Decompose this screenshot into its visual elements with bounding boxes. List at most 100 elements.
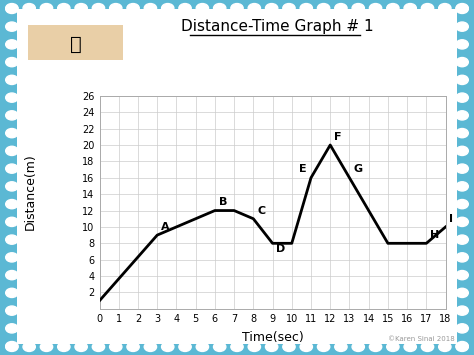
Circle shape	[40, 4, 53, 13]
Circle shape	[231, 342, 243, 351]
Circle shape	[369, 342, 382, 351]
Text: E: E	[300, 164, 307, 175]
Text: I: I	[449, 214, 454, 224]
Circle shape	[387, 4, 399, 13]
Circle shape	[456, 146, 468, 155]
Circle shape	[456, 75, 468, 84]
Circle shape	[283, 4, 295, 13]
Circle shape	[23, 342, 36, 351]
Circle shape	[40, 342, 53, 351]
Circle shape	[248, 4, 261, 13]
Circle shape	[369, 4, 382, 13]
Circle shape	[456, 4, 468, 13]
Circle shape	[438, 342, 451, 351]
Circle shape	[6, 271, 18, 280]
Circle shape	[456, 182, 468, 191]
Circle shape	[300, 342, 312, 351]
Text: G: G	[353, 164, 363, 175]
Circle shape	[6, 200, 18, 209]
Circle shape	[6, 111, 18, 120]
Circle shape	[438, 4, 451, 13]
Circle shape	[6, 342, 18, 351]
X-axis label: Time(sec): Time(sec)	[242, 331, 303, 344]
Circle shape	[162, 342, 174, 351]
Circle shape	[387, 342, 399, 351]
Circle shape	[6, 342, 18, 351]
Circle shape	[335, 342, 347, 351]
Text: H: H	[430, 230, 439, 240]
Circle shape	[318, 342, 330, 351]
Circle shape	[456, 217, 468, 226]
Circle shape	[421, 342, 434, 351]
Circle shape	[421, 4, 434, 13]
Circle shape	[6, 164, 18, 173]
Circle shape	[456, 253, 468, 262]
Circle shape	[6, 324, 18, 333]
Circle shape	[456, 288, 468, 297]
Circle shape	[92, 4, 105, 13]
Circle shape	[213, 342, 226, 351]
Circle shape	[58, 342, 70, 351]
Circle shape	[456, 129, 468, 138]
Circle shape	[456, 111, 468, 120]
Circle shape	[6, 22, 18, 31]
Circle shape	[404, 4, 416, 13]
Circle shape	[318, 4, 330, 13]
Circle shape	[127, 342, 139, 351]
Text: D: D	[276, 244, 286, 254]
FancyBboxPatch shape	[17, 9, 457, 344]
Circle shape	[456, 306, 468, 315]
Circle shape	[456, 342, 468, 351]
Circle shape	[92, 342, 105, 351]
Circle shape	[162, 4, 174, 13]
Circle shape	[404, 342, 416, 351]
Text: Distance(m): Distance(m)	[23, 153, 36, 230]
Circle shape	[456, 22, 468, 31]
Circle shape	[352, 4, 365, 13]
Text: 🐆: 🐆	[70, 35, 82, 54]
Circle shape	[213, 4, 226, 13]
Circle shape	[6, 40, 18, 49]
Circle shape	[456, 4, 468, 13]
Circle shape	[456, 235, 468, 244]
Circle shape	[456, 164, 468, 173]
Text: A: A	[161, 222, 170, 232]
Circle shape	[144, 342, 156, 351]
Circle shape	[6, 58, 18, 67]
Circle shape	[6, 288, 18, 297]
Circle shape	[6, 4, 18, 13]
Circle shape	[248, 342, 261, 351]
Circle shape	[58, 4, 70, 13]
Circle shape	[300, 4, 312, 13]
Circle shape	[196, 342, 209, 351]
Circle shape	[144, 4, 156, 13]
Circle shape	[6, 306, 18, 315]
Circle shape	[6, 253, 18, 262]
Circle shape	[456, 58, 468, 67]
Circle shape	[265, 342, 278, 351]
Circle shape	[6, 4, 18, 13]
Text: F: F	[334, 132, 342, 142]
Circle shape	[75, 342, 87, 351]
Circle shape	[456, 40, 468, 49]
Circle shape	[231, 4, 243, 13]
Circle shape	[75, 4, 87, 13]
Circle shape	[6, 146, 18, 155]
Circle shape	[179, 4, 191, 13]
Circle shape	[335, 4, 347, 13]
Circle shape	[352, 342, 365, 351]
Circle shape	[196, 4, 209, 13]
Circle shape	[6, 75, 18, 84]
Circle shape	[456, 342, 468, 351]
Circle shape	[456, 93, 468, 102]
Circle shape	[23, 4, 36, 13]
Circle shape	[6, 93, 18, 102]
Circle shape	[109, 4, 122, 13]
Text: Distance-Time Graph # 1: Distance-Time Graph # 1	[181, 19, 374, 34]
Circle shape	[109, 342, 122, 351]
Circle shape	[283, 342, 295, 351]
Text: ©Karen Sinai 2018: ©Karen Sinai 2018	[388, 335, 455, 342]
Circle shape	[456, 324, 468, 333]
Circle shape	[6, 182, 18, 191]
Circle shape	[6, 129, 18, 138]
